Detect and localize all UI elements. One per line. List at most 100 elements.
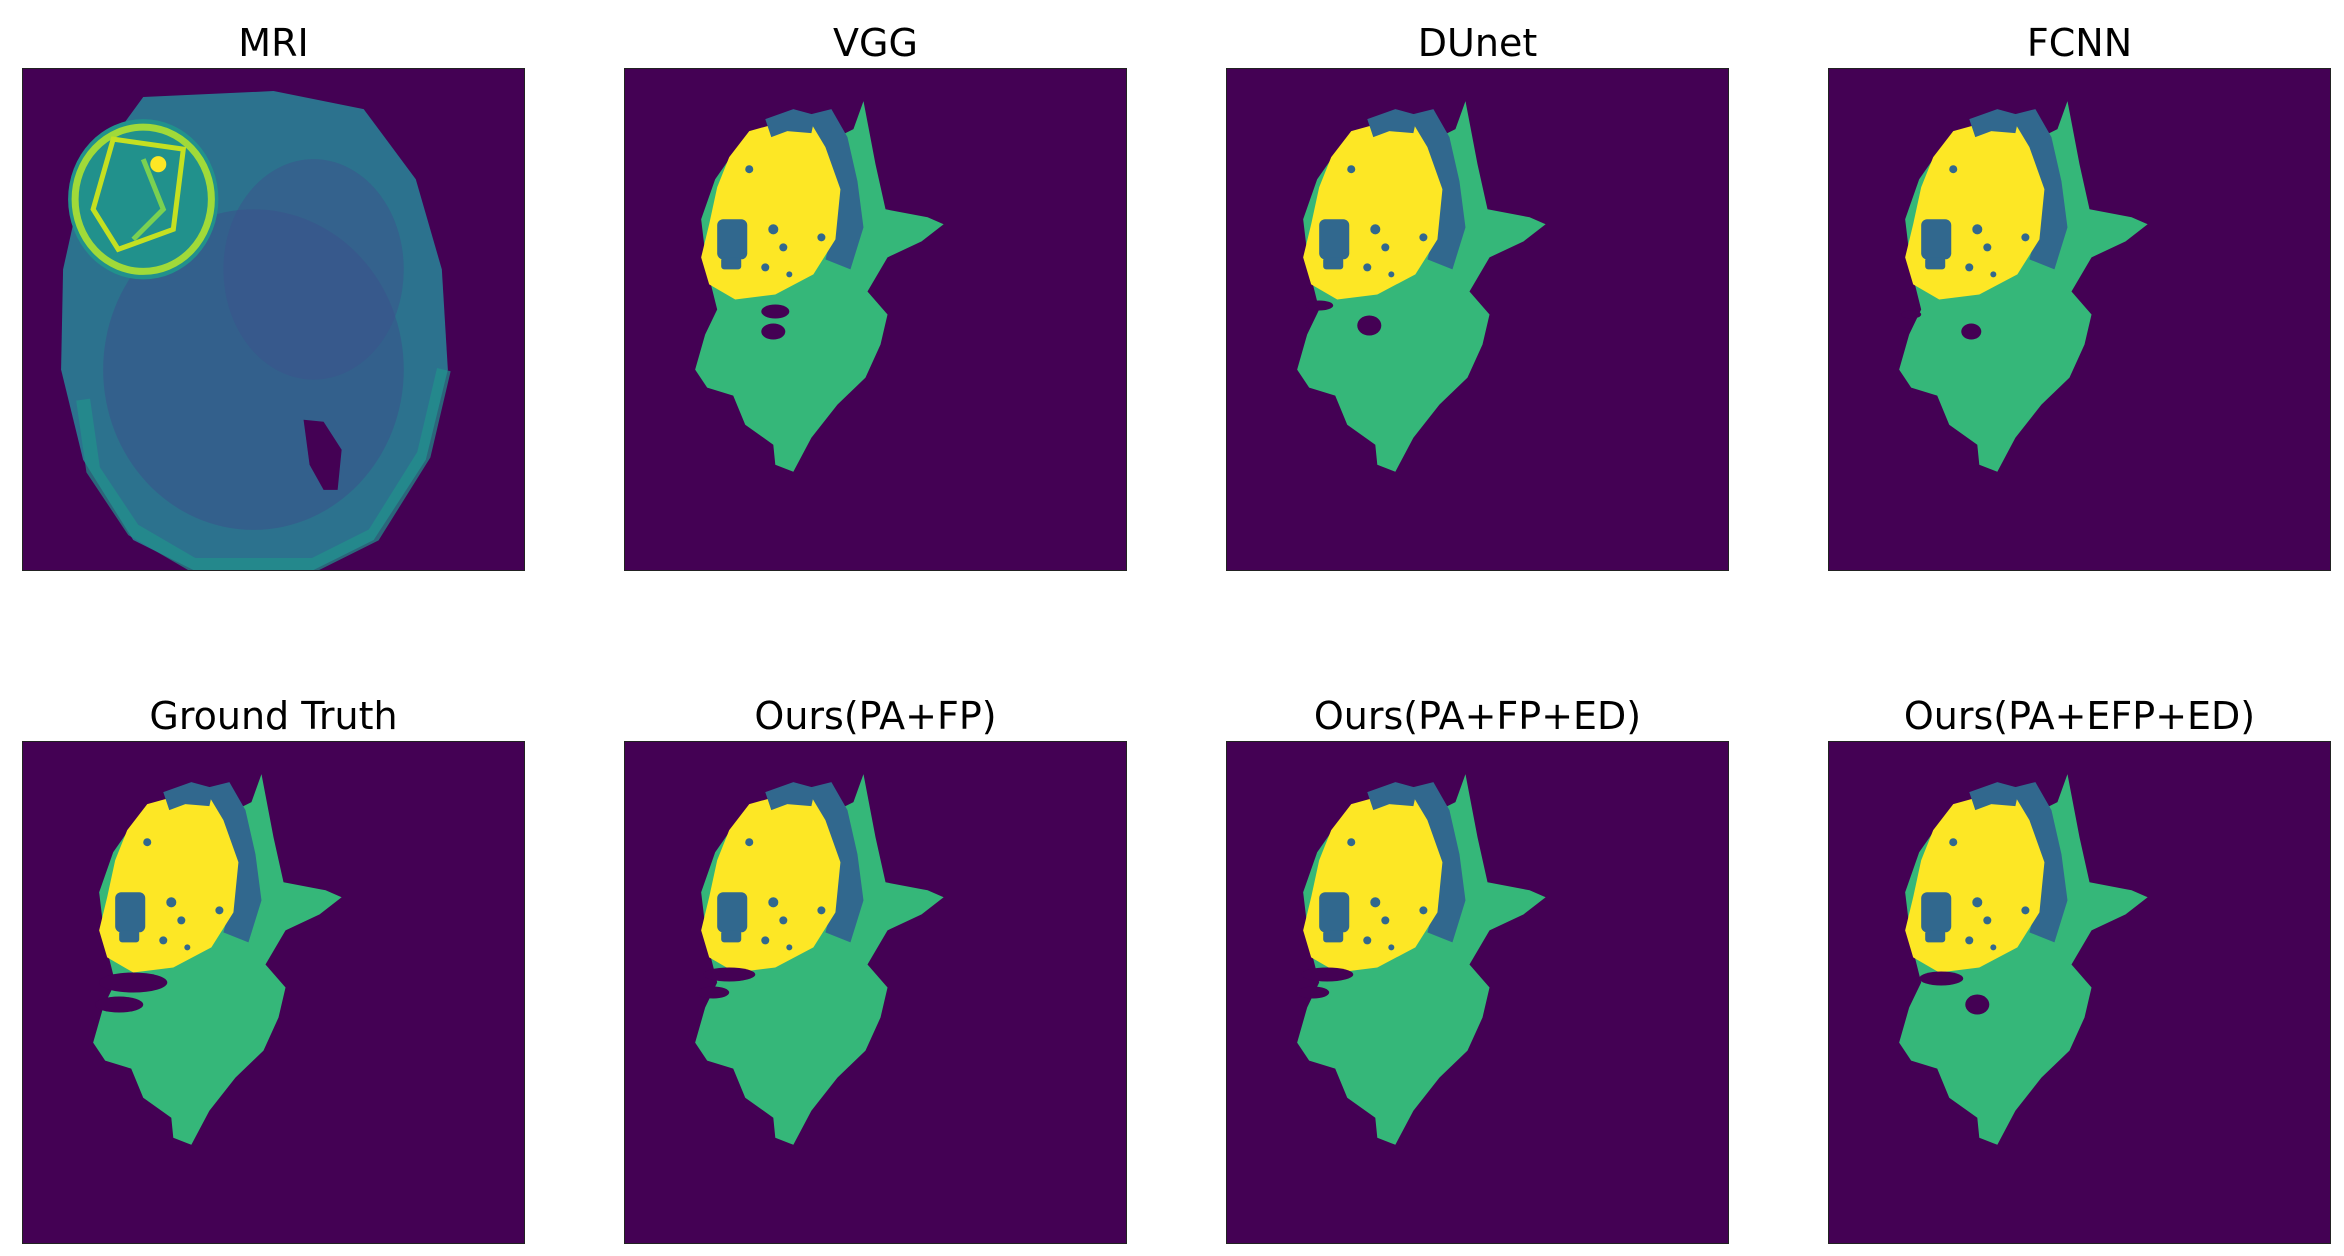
necrotic-core-lower bbox=[1323, 930, 1344, 943]
necrotic-spot bbox=[779, 243, 788, 252]
necrotic-spot bbox=[177, 916, 186, 925]
edema-gap bbox=[1297, 986, 1330, 999]
necrotic-spot bbox=[761, 936, 770, 945]
necrotic-spot bbox=[786, 271, 793, 278]
necrotic-core-lower bbox=[1323, 257, 1344, 270]
necrotic-spot bbox=[817, 906, 826, 915]
vgg-segmentation bbox=[624, 68, 1127, 571]
panel-title-ground-truth: Ground Truth bbox=[149, 694, 398, 738]
necrotic-core-lower bbox=[119, 930, 140, 943]
necrotic-spot bbox=[761, 263, 770, 272]
necrotic-spot bbox=[1990, 271, 1997, 278]
necrotic-spot bbox=[1419, 906, 1428, 915]
necrotic-core bbox=[717, 892, 748, 933]
necrotic-spot bbox=[1370, 224, 1381, 235]
necrotic-spot bbox=[2021, 906, 2030, 915]
necrotic-core bbox=[115, 892, 146, 933]
edema-gap bbox=[1305, 300, 1334, 311]
necrotic-spot bbox=[166, 897, 177, 908]
necrotic-spot bbox=[2021, 233, 2030, 242]
tumor-rim-detail bbox=[131, 158, 167, 242]
ours-pa-fp-ed-segmentation bbox=[1226, 741, 1729, 1244]
necrotic-spot bbox=[1972, 224, 1983, 235]
necrotic-core-lower bbox=[721, 930, 742, 943]
dark-lesion bbox=[303, 419, 342, 490]
edema-gap bbox=[1901, 310, 1922, 319]
necrotic-spot bbox=[745, 838, 754, 847]
necrotic-spot bbox=[1965, 263, 1974, 272]
necrotic-spot bbox=[1949, 838, 1958, 847]
edema-gap bbox=[1965, 994, 1990, 1015]
necrotic-core bbox=[1921, 892, 1952, 933]
edema-gap bbox=[697, 986, 730, 999]
tumor-rim bbox=[71, 123, 215, 275]
ours-pa-efp-ed-segmentation bbox=[1828, 741, 2331, 1244]
edema-gap bbox=[761, 304, 790, 319]
panel-title-dunet: DUnet bbox=[1417, 21, 1538, 65]
fcnn-segmentation bbox=[1828, 68, 2331, 571]
necrotic-spot bbox=[143, 838, 152, 847]
necrotic-top bbox=[765, 782, 816, 811]
necrotic-core bbox=[1319, 892, 1350, 933]
necrotic-top bbox=[1367, 109, 1418, 138]
necrotic-spot bbox=[1419, 233, 1428, 242]
brain-cortex bbox=[76, 367, 451, 570]
edema-gap bbox=[1961, 323, 1982, 340]
edema-gap bbox=[1357, 315, 1382, 336]
ventricle-area bbox=[223, 159, 404, 380]
necrotic-spot bbox=[1388, 271, 1395, 278]
enhancing-spot bbox=[150, 156, 167, 173]
necrotic-top bbox=[1969, 782, 2020, 811]
panel-title-mri: MRI bbox=[238, 21, 309, 65]
necrotic-spot bbox=[1990, 944, 1997, 951]
necrotic-core bbox=[1319, 219, 1350, 260]
necrotic-core-lower bbox=[721, 257, 742, 270]
necrotic-spot bbox=[1363, 263, 1372, 272]
edema-gap bbox=[99, 972, 168, 993]
edema-gap bbox=[95, 996, 144, 1013]
mri-image bbox=[22, 68, 525, 571]
necrotic-spot bbox=[1381, 916, 1390, 925]
necrotic-spot bbox=[1972, 897, 1983, 908]
tumor-rim-inner bbox=[90, 136, 187, 253]
necrotic-spot bbox=[1363, 936, 1372, 945]
necrotic-spot bbox=[817, 233, 826, 242]
edema-gap bbox=[1919, 971, 1964, 986]
necrotic-spot bbox=[1370, 897, 1381, 908]
necrotic-core-lower bbox=[1925, 257, 1946, 270]
necrotic-spot bbox=[768, 897, 779, 908]
edema-gap bbox=[761, 323, 786, 340]
necrotic-core-lower bbox=[1925, 930, 1946, 943]
necrotic-spot bbox=[1388, 944, 1395, 951]
panel-title-ours-pa-fp: Ours(PA+FP) bbox=[754, 694, 997, 738]
necrotic-top bbox=[765, 109, 816, 138]
necrotic-spot bbox=[1983, 916, 1992, 925]
panel-title-ours-pa-fp-ed: Ours(PA+FP+ED) bbox=[1313, 694, 1642, 738]
necrotic-spot bbox=[745, 165, 754, 174]
necrotic-top bbox=[1367, 782, 1418, 811]
necrotic-top bbox=[1969, 109, 2020, 138]
panel-title-vgg: VGG bbox=[833, 21, 918, 65]
panel-title-fcnn: FCNN bbox=[2026, 21, 2133, 65]
necrotic-spot bbox=[1381, 243, 1390, 252]
necrotic-spot bbox=[184, 944, 191, 951]
ours-pa-fp-segmentation bbox=[624, 741, 1127, 1244]
necrotic-spot bbox=[1983, 243, 1992, 252]
ground-truth-segmentation bbox=[22, 741, 525, 1244]
necrotic-core bbox=[717, 219, 748, 260]
necrotic-spot bbox=[1949, 165, 1958, 174]
edema-gap bbox=[703, 967, 756, 982]
necrotic-spot bbox=[159, 936, 168, 945]
necrotic-spot bbox=[786, 944, 793, 951]
dunet-segmentation bbox=[1226, 68, 1729, 571]
necrotic-core bbox=[1921, 219, 1952, 260]
necrotic-spot bbox=[779, 916, 788, 925]
edema-gap bbox=[1301, 967, 1354, 982]
panel-title-ours-pa-efp-ed: Ours(PA+EFP+ED) bbox=[1903, 694, 2256, 738]
necrotic-spot bbox=[1347, 838, 1356, 847]
necrotic-spot bbox=[1965, 936, 1974, 945]
necrotic-spot bbox=[768, 224, 779, 235]
necrotic-top bbox=[163, 782, 214, 811]
necrotic-spot bbox=[215, 906, 224, 915]
necrotic-spot bbox=[1347, 165, 1356, 174]
